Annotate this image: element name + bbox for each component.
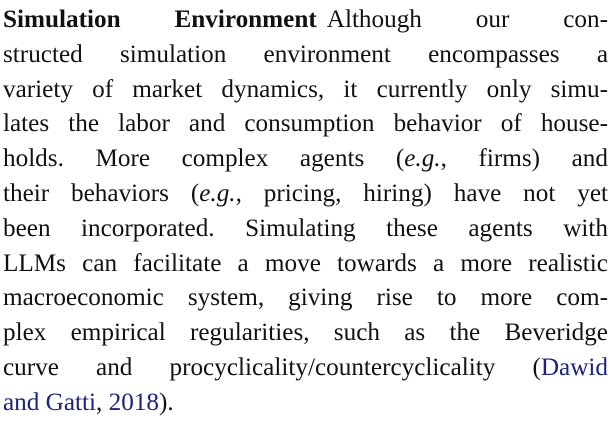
line-text: , pricing, hiring) have not yet — [235, 179, 608, 207]
line-text: Although our con- — [326, 6, 608, 33]
line-text: ). — [159, 388, 174, 416]
paragraph-line-7: been incorporated. Simulating these agen… — [3, 212, 608, 247]
paragraph-heading: Simulation Environment — [3, 6, 317, 33]
paragraph-line-8: LLMs can facilitate a move towards a mor… — [3, 247, 608, 282]
paragraph-line-12: and Gatti, 2018). — [3, 386, 608, 421]
line-text: curve and procyclicality/countercyclical… — [3, 353, 541, 381]
line-text: , firms) and — [440, 145, 608, 173]
line-text: been incorporated. Simulating these agen… — [3, 214, 608, 242]
line-text: their behaviors ( — [3, 179, 200, 207]
citation-link-year[interactable]: 2018 — [108, 388, 159, 416]
paragraph-line-6: their behaviors (e.g., pricing, hiring) … — [3, 177, 608, 212]
line-text: holds. More complex agents ( — [3, 145, 405, 173]
citation-link-author-cont[interactable]: and Gatti — [3, 388, 97, 416]
citation-link-author[interactable]: Dawid — [540, 353, 608, 381]
italic-abbreviation: e.g. — [199, 179, 236, 207]
line-text: plex empirical regularities, such as the… — [3, 319, 608, 347]
paper-paragraph: Simulation Environment Although our con- … — [3, 3, 608, 421]
line-text: , — [96, 388, 109, 416]
paragraph-line-10: plex empirical regularities, such as the… — [3, 316, 608, 351]
line-text: structed simulation environment encompas… — [3, 40, 608, 68]
paragraph-line-2: structed simulation environment encompas… — [3, 38, 608, 73]
line-text: macroeconomic system, giving rise to mor… — [3, 284, 608, 312]
line-text: variety of market dynamics, it currently… — [3, 75, 608, 103]
paragraph-line-11: curve and procyclicality/countercyclical… — [3, 351, 608, 386]
paragraph-line-1: Simulation Environment Although our con- — [3, 3, 608, 38]
line-text: lates the labor and consumption behavior… — [3, 110, 608, 138]
paragraph-line-4: lates the labor and consumption behavior… — [3, 107, 608, 142]
italic-abbreviation: e.g. — [404, 145, 441, 173]
line-text: LLMs can facilitate a move towards a mor… — [3, 249, 608, 277]
paragraph-line-3: variety of market dynamics, it currently… — [3, 73, 608, 108]
paragraph-line-5: holds. More complex agents (e.g., firms)… — [3, 142, 608, 177]
paragraph-line-9: macroeconomic system, giving rise to mor… — [3, 281, 608, 316]
